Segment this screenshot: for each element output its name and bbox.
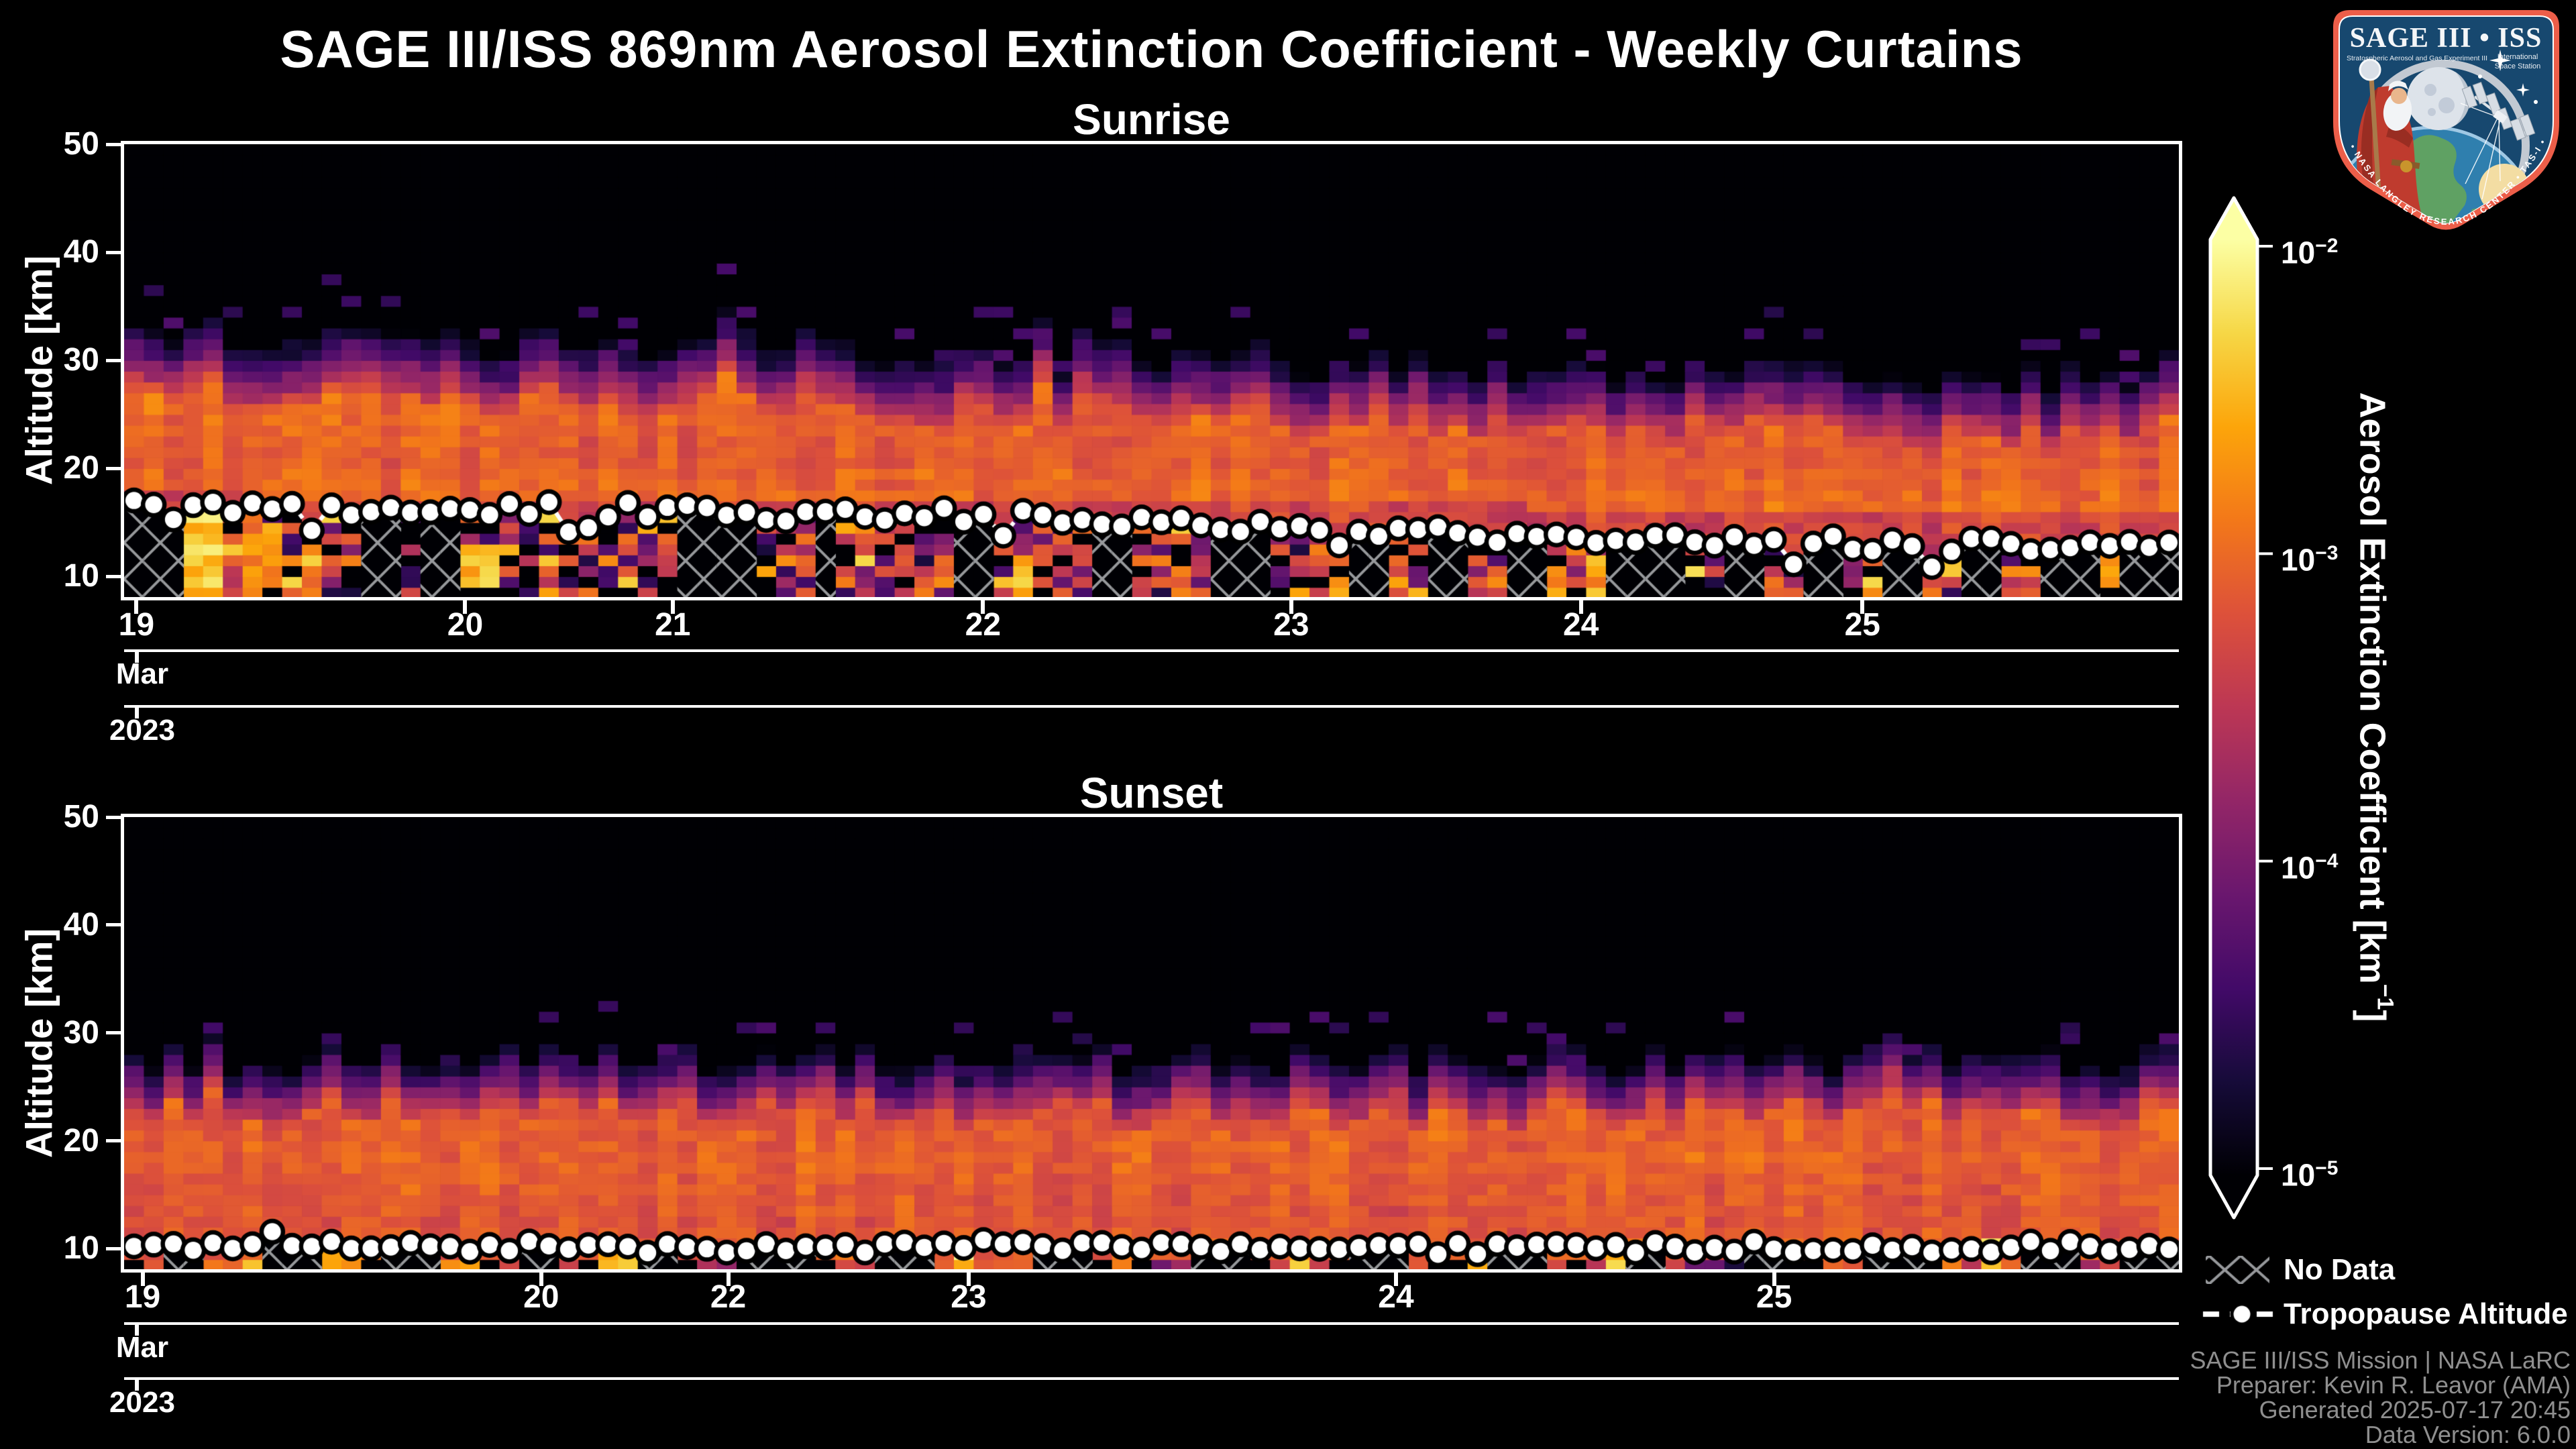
colorbar-label-exponent: −1 (2372, 983, 2398, 1010)
colorbar-label-bracket: ] (2352, 1010, 2393, 1022)
figure-title: SAGE III/ISS 869nm Aerosol Extinction Co… (280, 19, 2023, 78)
y-tick-mark (106, 1246, 121, 1250)
y-tick-mark (106, 142, 121, 146)
sunrise-month-axis-tick (135, 652, 139, 663)
y-tick-mark (106, 923, 121, 927)
credit-line: Preparer: Kevin R. Leavor (AMA) (2216, 1371, 2571, 1399)
y-tick-label: 40 (63, 906, 99, 943)
sunset-month-label: Mar (115, 1331, 169, 1364)
x-tick-mark (981, 599, 985, 614)
y-tick-mark (106, 358, 121, 362)
x-tick-label: 21 (655, 607, 691, 643)
panel-title-sunset: Sunset (1079, 769, 1224, 817)
tropopause-marker-swatch (2202, 1299, 2282, 1329)
colorbar-gradient-bar (2208, 196, 2259, 1220)
y-tick-label: 50 (63, 799, 99, 835)
colorbar-tick-label: 10−4 (2281, 849, 2339, 885)
y-tick-label: 10 (63, 558, 99, 594)
occultation-rays (2460, 103, 2501, 200)
x-tick-mark (134, 599, 139, 614)
x-tick-mark (140, 1271, 145, 1286)
sunset-month-axis-line (124, 1322, 2179, 1325)
sunset-year-axis-line (124, 1377, 2179, 1380)
sunset-year-label: 2023 (109, 1386, 175, 1419)
no-data-legend-label: No Data (2284, 1253, 2396, 1286)
panel-title-sunrise: Sunrise (1073, 95, 1230, 144)
sunrise-month-axis-line (124, 649, 2179, 652)
moon-icon (2407, 67, 2470, 130)
x-tick-label: 24 (1562, 607, 1599, 643)
x-tick-label: 22 (710, 1279, 747, 1315)
x-tick-label: 23 (951, 1279, 987, 1315)
y-tick-mark (106, 250, 121, 254)
x-tick-label: 24 (1378, 1279, 1414, 1315)
credits-block: SAGE III/ISS Mission | NASA LaRC Preparer… (2190, 1348, 2571, 1447)
no-data-hatch-swatch (2206, 1256, 2269, 1284)
x-tick-mark (726, 1271, 731, 1286)
y-tick-label: 40 (63, 234, 99, 270)
y-tick-label: 50 (63, 126, 99, 162)
y-tick-label: 30 (63, 342, 99, 378)
sunrise-heatmap-canvas (124, 144, 2179, 597)
x-tick-mark (539, 1271, 543, 1286)
patch-subtitle-left: Stratospheric Aerosol and Gas Experiment… (2347, 54, 2487, 62)
colorbar-tick-label: 10−2 (2281, 235, 2339, 270)
x-tick-mark (463, 599, 468, 614)
patch-subtitle-right-1: International (2498, 53, 2538, 61)
y-tick-label: 20 (63, 1122, 99, 1159)
x-tick-label: 19 (124, 1279, 161, 1315)
sunrise-month-label: Mar (115, 657, 169, 690)
colorbar (2208, 196, 2273, 1220)
patch-title: SAGE III • ISS (2350, 23, 2542, 54)
x-tick-mark (1578, 599, 1583, 614)
y-tick-mark (106, 1139, 121, 1143)
colorbar-tick-label: 10−3 (2281, 542, 2339, 578)
sunrise-year-label: 2023 (109, 714, 175, 747)
colorbar-axis-label: Aerosol Extinction Coefficient [km−1] (2352, 392, 2398, 1022)
sunrise-panel-frame (121, 141, 2182, 600)
x-tick-label: 25 (1756, 1279, 1792, 1315)
tropopause-legend-label: Tropopause Altitude (2284, 1297, 2568, 1330)
x-tick-label: 20 (523, 1279, 559, 1315)
y-tick-mark (106, 574, 121, 578)
iss-icon (2461, 81, 2536, 141)
x-tick-label: 19 (118, 607, 155, 643)
y-tick-label: 30 (63, 1014, 99, 1051)
sunrise-year-axis-line (124, 705, 2179, 708)
sunset-panel-frame (121, 814, 2182, 1273)
y-tick-label: 20 (63, 450, 99, 486)
sunset-year-axis-tick (135, 1380, 139, 1391)
x-tick-mark (1289, 599, 1293, 614)
x-tick-label: 23 (1273, 607, 1309, 643)
stars-icon (2478, 50, 2538, 104)
credit-line: SAGE III/ISS Mission | NASA LaRC (2190, 1346, 2571, 1374)
mission-patch-logo: SAGE III • ISS Stratospheric Aerosol and… (2331, 8, 2559, 230)
x-tick-mark (670, 599, 675, 614)
sunset-month-axis-tick (135, 1325, 139, 1336)
x-tick-mark (966, 1271, 971, 1286)
credit-line: Generated 2025-07-17 20:45 (2259, 1396, 2571, 1424)
x-tick-label: 25 (1844, 607, 1880, 643)
x-tick-mark (1772, 1271, 1776, 1286)
y-tick-label: 10 (63, 1230, 99, 1267)
y-tick-mark (106, 1031, 121, 1035)
credit-line: Data Version: 6.0.0 (2365, 1421, 2571, 1448)
colorbar-label-text: Aerosol Extinction Coefficient [km (2352, 392, 2393, 984)
x-tick-mark (1860, 599, 1865, 614)
x-tick-mark (1393, 1271, 1398, 1286)
sunset-heatmap-canvas (124, 817, 2179, 1269)
x-tick-label: 20 (447, 607, 484, 643)
sunrise-year-axis-tick (135, 708, 139, 718)
colorbar-tick-marks (2257, 245, 2273, 1170)
y-tick-mark (106, 815, 121, 819)
x-tick-label: 22 (965, 607, 1002, 643)
colorbar-tick-label: 10−5 (2281, 1157, 2339, 1193)
y-tick-mark (106, 466, 121, 470)
patch-subtitle-right-2: Space Station (2495, 62, 2541, 70)
